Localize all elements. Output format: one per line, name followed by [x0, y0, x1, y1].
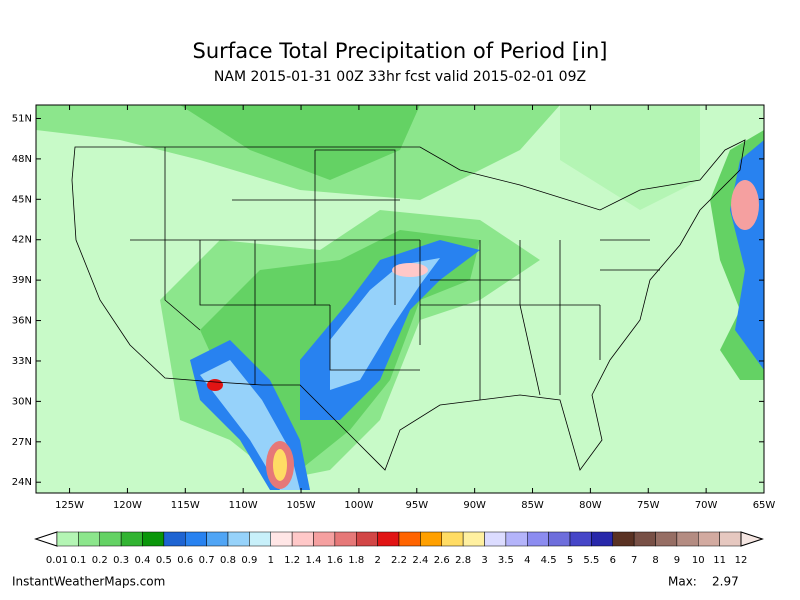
colorbar-label: 5.5 [583, 555, 599, 566]
colorbar-cell [120, 531, 143, 547]
x-tick-label: 105W [287, 500, 316, 511]
colorbar-cell [206, 531, 229, 547]
x-tick-label: 110W [229, 500, 258, 511]
y-tick-label: 27N [12, 437, 32, 448]
y-tick-label: 45N [12, 194, 32, 205]
colorbar-label: 12 [735, 555, 748, 566]
colorbar-cell [334, 531, 357, 547]
footer-site: InstantWeatherMaps.com [12, 575, 165, 589]
colorbar-cell [56, 531, 79, 547]
colorbar-cell [185, 531, 207, 547]
x-tick-label: 80W [579, 500, 602, 511]
map-subtitle: NAM 2015-01-31 00Z 33hr fcst valid 2015-… [214, 69, 586, 85]
colorbar-label: 1.8 [348, 555, 364, 566]
colorbar-label: 0.2 [92, 555, 108, 566]
colorbar-cell [377, 531, 400, 547]
colorbar-cell [78, 531, 100, 547]
map-frame [35, 104, 765, 494]
colorbar-label: 4.5 [541, 555, 557, 566]
x-tick-label: 85W [521, 500, 544, 511]
y-tick-label: 36N [12, 316, 32, 327]
colorbar-label: 0.7 [199, 555, 215, 566]
colorbar-label: 6 [610, 555, 616, 566]
colorbar-label: 0.01 [46, 555, 68, 566]
colorbar-label: 0.9 [241, 555, 257, 566]
y-tick-label: 48N [12, 154, 32, 165]
y-tick-label: 51N [12, 113, 32, 124]
colorbar-cell [313, 531, 336, 547]
colorbar-label: 0.1 [70, 555, 86, 566]
x-tick-label: 100W [344, 500, 373, 511]
colorbar-label: 1.6 [327, 555, 343, 566]
colorbar-label: 3 [481, 555, 487, 566]
colorbar-left-end [34, 531, 58, 547]
colorbar-cell [612, 531, 635, 547]
x-tick-label: 65W [753, 500, 776, 511]
max-label: Max: [668, 575, 697, 589]
colorbar-cell [291, 531, 314, 547]
colorbar-cell [398, 531, 421, 547]
precip-field [36, 105, 764, 493]
colorbar-cell [484, 531, 507, 547]
map-title: Surface Total Precipitation of Period [i… [193, 39, 608, 63]
colorbar-label: 2.4 [412, 555, 428, 566]
colorbar-cell [591, 531, 613, 547]
colorbar-label: 4 [524, 555, 530, 566]
colorbar-cell [270, 531, 293, 547]
colorbar-cell [462, 531, 485, 547]
colorbar-cell [719, 531, 742, 547]
colorbar-cell [356, 531, 378, 547]
colorbar-cell [142, 531, 165, 547]
y-tick-label: 24N [12, 477, 32, 488]
x-tick-label: 115W [171, 500, 200, 511]
colorbar-label: 0.4 [135, 555, 151, 566]
colorbar-label: 0.5 [156, 555, 172, 566]
colorbar-label: 11 [713, 555, 726, 566]
colorbar-cell [655, 531, 678, 547]
y-tick-label: 33N [12, 356, 32, 367]
colorbar-label: 1.2 [284, 555, 300, 566]
colorbar-cell [505, 531, 528, 547]
colorbar-cell [676, 531, 699, 547]
colorbar-cell [698, 531, 720, 547]
y-tick-label: 30N [12, 396, 32, 407]
colorbar-label: 3.5 [498, 555, 514, 566]
colorbar-cell [633, 531, 656, 547]
colorbar-label: 0.6 [177, 555, 193, 566]
colorbar-cell [527, 531, 549, 547]
y-tick-label: 39N [12, 275, 32, 286]
colorbar-cell [441, 531, 464, 547]
colorbar-cell [249, 531, 271, 547]
colorbar-label: 2.8 [455, 555, 471, 566]
y-tick-label: 42N [12, 235, 32, 246]
colorbar-label: 2.6 [434, 555, 450, 566]
colorbar-cell [420, 531, 442, 547]
max-value: 2.97 [712, 575, 739, 589]
x-tick-label: 120W [113, 500, 142, 511]
colorbar-label: 8 [652, 555, 658, 566]
colorbar-label: 2.2 [391, 555, 407, 566]
colorbar-label: 9 [674, 555, 680, 566]
colorbar-label: 1 [268, 555, 274, 566]
colorbar-label: 2 [374, 555, 380, 566]
colorbar-label: 7 [631, 555, 637, 566]
x-tick-label: 95W [405, 500, 428, 511]
x-tick-label: 90W [463, 500, 486, 511]
colorbar-label: 10 [692, 555, 705, 566]
x-tick-label: 125W [55, 500, 84, 511]
x-tick-label: 75W [637, 500, 660, 511]
colorbar-label: 5 [567, 555, 573, 566]
colorbar-label: 1.4 [306, 555, 322, 566]
colorbar-label: 0.3 [113, 555, 129, 566]
colorbar-cell [227, 531, 250, 547]
colorbar-cell [163, 531, 186, 547]
colorbar-right-end [740, 531, 764, 547]
colorbar-cell [99, 531, 122, 547]
colorbar-cell [548, 531, 571, 547]
colorbar-cell [569, 531, 592, 547]
x-tick-label: 70W [695, 500, 718, 511]
colorbar-label: 0.8 [220, 555, 236, 566]
